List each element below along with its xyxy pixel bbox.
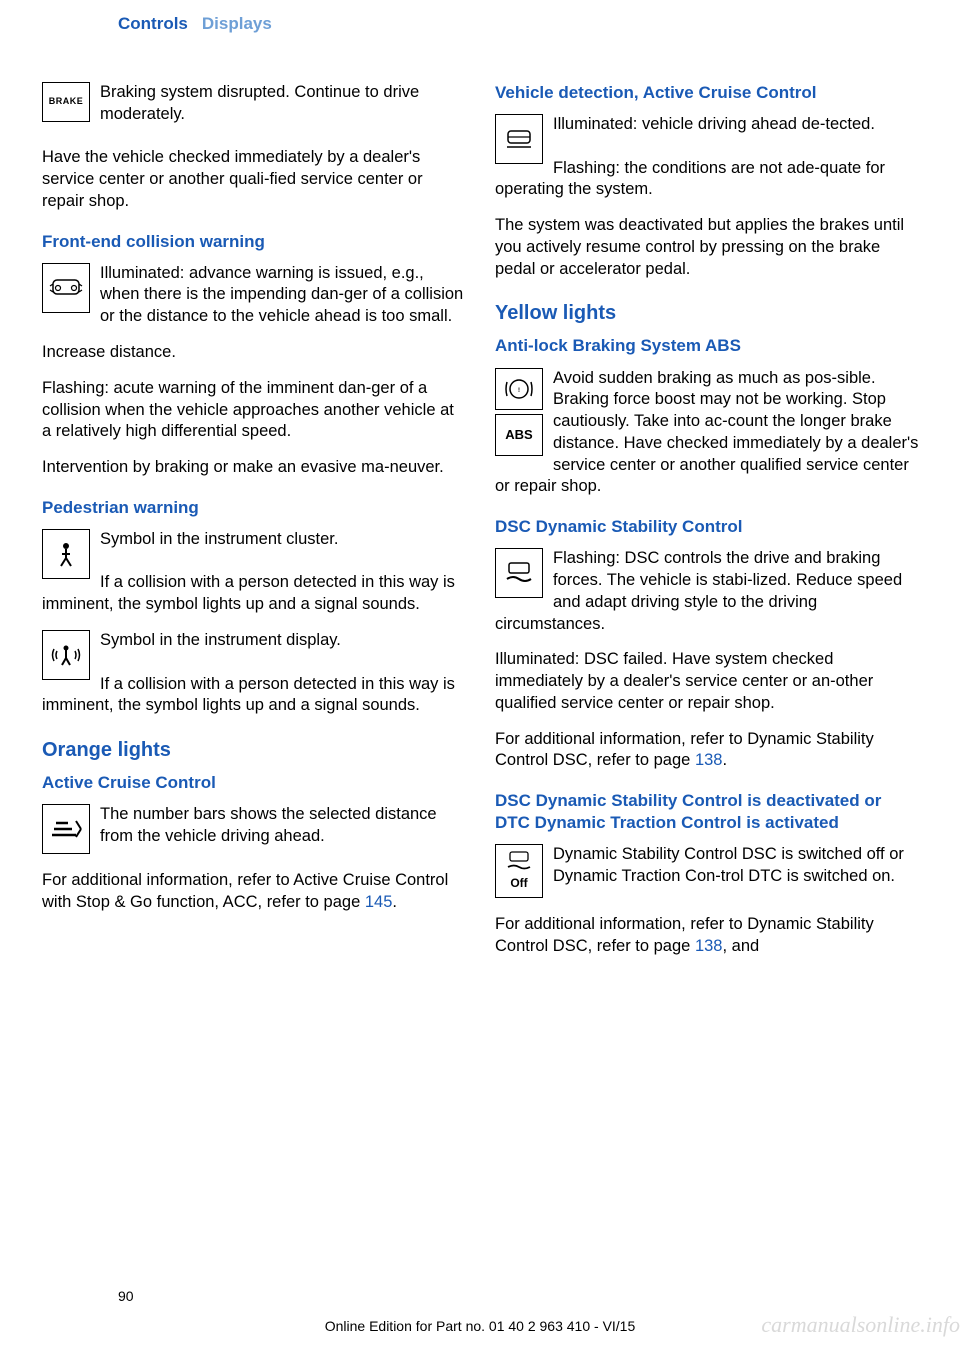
abs-title: Anti-lock Braking System ABS [495,335,920,357]
acc-p2: For additional information, refer to Act… [42,870,467,914]
pedestrian-p2: If a collision with a person detected in… [42,573,455,613]
brake-icon-label: BRAKE [49,96,84,108]
abs-text-icon: ABS [495,414,543,456]
dsc-title: DSC Dynamic Stability Control [495,516,920,538]
dsc-off-p2b: , and [722,937,759,955]
front-collision-p4: Intervention by braking or make an evasi… [42,457,467,479]
vdacc-p3: The system was deactivated but applies t… [495,215,920,280]
abs-text-label: ABS [505,426,532,443]
orange-lights-title: Orange lights [42,739,467,762]
dsc-off-svg: Off [501,849,537,893]
header-tabs: Controls Displays [118,14,960,34]
watermark: carmanualsonline.info [761,1312,960,1338]
pedestrian-p3: Symbol in the instrument display. [100,631,341,649]
page-ref-145[interactable]: 145 [365,893,393,911]
tab-controls: Controls [118,14,188,34]
pedestrian-p4: If a collision with a person detected in… [42,675,455,715]
page-header: Controls Displays [0,0,960,44]
brake-text-1: Braking system disrupted. Continue to dr… [100,83,419,123]
page-ref-138b[interactable]: 138 [695,937,723,955]
dsc-off-p2: For additional information, refer to Dyn… [495,914,920,958]
left-column: BRAKE Braking system disrupted. Continue… [42,82,467,972]
dsc-off-block: Off Dynamic Stability Control DSC is swi… [495,844,920,900]
abs-circle-icon: ! [495,368,543,410]
acc-bars-icon [42,804,90,854]
car-front-icon [42,263,90,313]
vdacc-block: Illuminated: vehicle driving ahead de‐te… [495,114,920,201]
abs-block: ! ABS Avoid sudden braking as much as po… [495,368,920,499]
acc-p1: The number bars shows the selected dista… [100,805,437,845]
pedestrian-p1: Symbol in the instrument cluster. [100,530,338,548]
vdacc-p1: Illuminated: vehicle driving ahead de‐te… [553,115,875,133]
page-content: BRAKE Braking system disrupted. Continue… [0,44,960,972]
pedestrian-svg [48,540,84,568]
vdacc-p2: Flashing: the conditions are not ade‐qua… [495,159,885,199]
yellow-lights-title: Yellow lights [495,302,920,325]
dsc-off-p1: Dynamic Stability Control DSC is switche… [553,845,904,885]
pedestrian-block-2: Symbol in the instrument display. If a c… [42,630,467,717]
pedestrian-title: Pedestrian warning [42,497,467,519]
brake-block: BRAKE Braking system disrupted. Continue… [42,82,467,213]
right-column: Vehicle detection, Active Cruise Control… [495,82,920,972]
dsc-off-p2a: For additional information, refer to Dyn… [495,915,874,955]
acc-p2b: . [392,893,397,911]
pedestrian-display-icon [42,630,90,680]
vdacc-title: Vehicle detection, Active Cruise Control [495,82,920,104]
acc-title: Active Cruise Control [42,772,467,794]
abs-p1: Avoid sudden braking as much as pos‐sibl… [495,369,918,496]
dsc-p3: For additional information, refer to Dyn… [495,729,920,773]
tab-displays: Displays [202,14,272,34]
dsc-icon [495,548,543,598]
brake-icon: BRAKE [42,82,90,122]
dsc-svg [501,559,537,587]
svg-text:!: ! [518,388,520,394]
front-collision-p1-block: Illuminated: advance warning is issued, … [42,263,467,328]
off-label: Off [510,876,528,890]
dsc-off-title: DSC Dynamic Stability Control is deactiv… [495,790,920,834]
pedestrian-icon [42,529,90,579]
page-ref-138a[interactable]: 138 [695,751,723,769]
front-collision-p2: Increase distance. [42,342,467,364]
dsc-p2: Illuminated: DSC failed. Have system che… [495,649,920,714]
acc-block: The number bars shows the selected dista… [42,804,467,856]
dsc-block: Flashing: DSC controls the drive and bra… [495,548,920,635]
dsc-p3a: For additional information, refer to Dyn… [495,730,874,770]
abs-icon-group: ! ABS [495,368,543,460]
dsc-off-icon: Off [495,844,543,898]
front-collision-p3: Flashing: acute warning of the imminent … [42,378,467,443]
pedestrian-block-1: Symbol in the instrument cluster. If a c… [42,529,467,616]
car-front-svg [48,274,84,302]
front-collision-p1: Illuminated: advance warning is issued, … [100,264,463,326]
pedestrian-display-svg [48,641,84,669]
page-number: 90 [118,1288,134,1304]
brake-text-2: Have the vehicle checked immediately by … [42,148,423,210]
vehicle-ahead-icon [495,114,543,164]
front-collision-title: Front-end collision warning [42,231,467,253]
dsc-p3b: . [722,751,727,769]
abs-circle-svg: ! [504,374,534,404]
vehicle-ahead-svg [501,125,537,153]
acc-bars-svg [48,815,84,843]
dsc-p1: Flashing: DSC controls the drive and bra… [495,549,902,632]
